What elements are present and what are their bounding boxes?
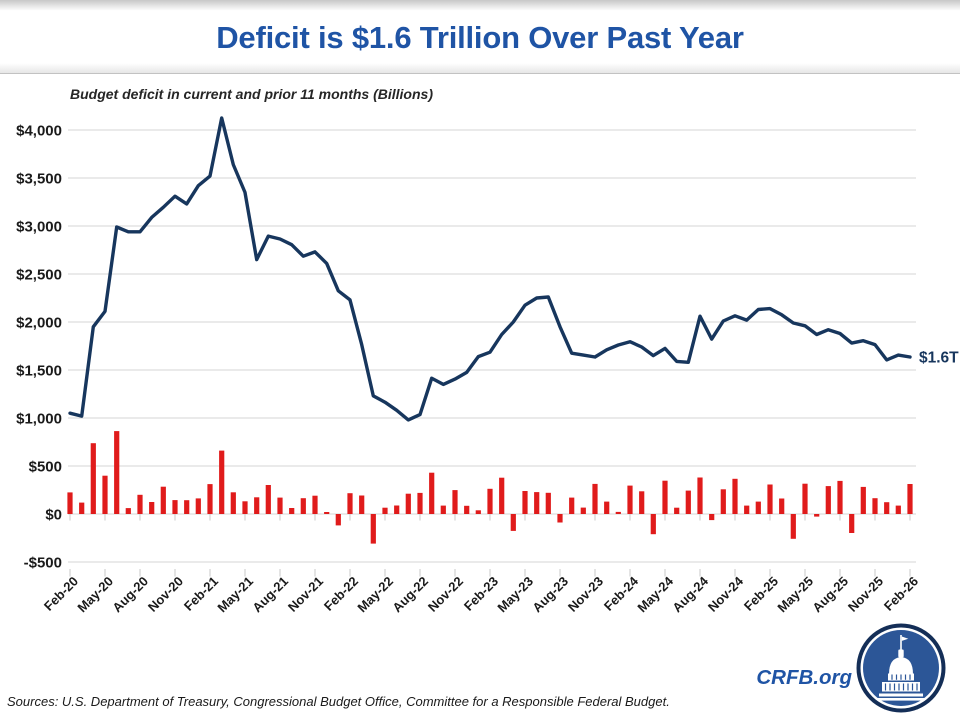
rolling-deficit-line — [68, 116, 912, 422]
svg-text:May-22: May-22 — [354, 574, 396, 616]
svg-text:$500: $500 — [29, 459, 62, 476]
svg-text:$4,000: $4,000 — [16, 123, 62, 140]
svg-text:May-25: May-25 — [774, 574, 816, 616]
svg-text:Aug-23: Aug-23 — [529, 574, 571, 616]
svg-text:Aug-20: Aug-20 — [109, 574, 151, 616]
svg-text:-$500: -$500 — [24, 555, 62, 572]
crfb-logo — [856, 623, 946, 713]
svg-text:Feb-23: Feb-23 — [461, 574, 501, 614]
svg-text:$1,000: $1,000 — [16, 411, 62, 428]
line-end-label: $1.6T — [919, 350, 959, 367]
top-gradient-strip — [0, 0, 960, 12]
svg-text:$1,500: $1,500 — [16, 363, 62, 380]
svg-text:$3,500: $3,500 — [16, 171, 62, 188]
svg-text:$3,000: $3,000 — [16, 219, 62, 236]
svg-text:Nov-24: Nov-24 — [705, 573, 747, 615]
svg-text:Nov-21: Nov-21 — [285, 574, 326, 615]
svg-text:May-23: May-23 — [494, 574, 536, 616]
svg-text:Nov-20: Nov-20 — [145, 574, 186, 615]
svg-text:Feb-22: Feb-22 — [321, 574, 361, 614]
svg-text:May-24: May-24 — [634, 573, 676, 615]
chart-title: Deficit is $1.6 Trillion Over Past Year — [216, 20, 744, 55]
y-axis-labels: $4,000 $3,500 $3,000 $2,500 $2,000 $1,500 $1,0… — [16, 123, 62, 572]
y-gridlines — [68, 129, 916, 563]
svg-text:$2,500: $2,500 — [16, 267, 62, 284]
svg-text:Feb-21: Feb-21 — [181, 574, 221, 614]
svg-text:Nov-25: Nov-25 — [845, 574, 886, 615]
svg-text:Feb-25: Feb-25 — [741, 574, 781, 614]
capitol-columns — [884, 674, 918, 691]
svg-text:May-20: May-20 — [74, 574, 116, 616]
sources-note: Sources: U.S. Department of Treasury, Co… — [7, 694, 670, 709]
svg-text:Aug-21: Aug-21 — [249, 574, 291, 616]
svg-text:Aug-25: Aug-25 — [809, 574, 851, 616]
svg-text:Feb-24: Feb-24 — [601, 573, 642, 614]
svg-text:Nov-22: Nov-22 — [425, 574, 466, 615]
svg-text:Aug-24: Aug-24 — [669, 573, 711, 615]
title-divider — [0, 63, 960, 74]
svg-text:$2,000: $2,000 — [16, 315, 62, 332]
axis-tick-marks — [69, 514, 911, 577]
svg-text:May-21: May-21 — [214, 574, 256, 616]
x-axis-labels: Feb-20May-20Aug-20Nov-20Feb-21May-21Aug-… — [41, 573, 921, 615]
crfb-link: CRFB.org — [756, 666, 852, 689]
svg-text:Aug-22: Aug-22 — [389, 574, 431, 616]
svg-text:Nov-23: Nov-23 — [565, 574, 606, 615]
svg-text:$0: $0 — [45, 507, 62, 524]
svg-text:Feb-20: Feb-20 — [41, 574, 81, 614]
chart-subtitle: Budget deficit in current and prior 11 m… — [70, 86, 433, 102]
monthly-deficit-bars — [67, 431, 913, 544]
svg-text:Feb-26: Feb-26 — [881, 574, 921, 614]
